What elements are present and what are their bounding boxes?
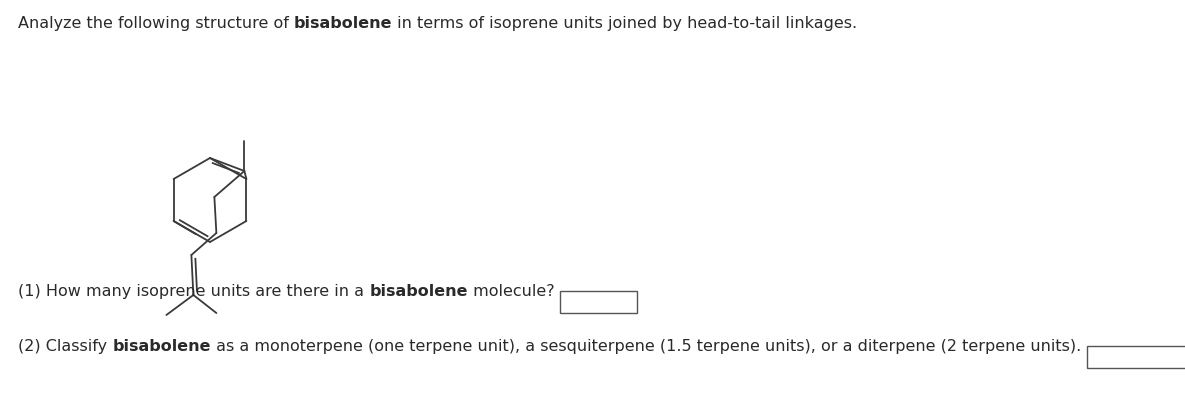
Text: molecule?: molecule? (468, 284, 555, 298)
Text: as a monoterpene (one terpene unit), a sesquiterpene (1.5 terpene units), or a d: as a monoterpene (one terpene unit), a s… (211, 338, 1081, 353)
Text: in terms of isoprene units joined by head-to-tail linkages.: in terms of isoprene units joined by hea… (392, 16, 858, 31)
Text: ❯: ❯ (1171, 353, 1181, 361)
Text: (2) Classify: (2) Classify (18, 338, 113, 353)
Text: (1) How many isoprene units are there in a: (1) How many isoprene units are there in… (18, 284, 369, 298)
Text: bisabolene: bisabolene (113, 338, 211, 353)
Text: Analyze the following structure of: Analyze the following structure of (18, 16, 294, 31)
Text: bisabolene: bisabolene (369, 284, 468, 298)
Text: bisabolene: bisabolene (294, 16, 392, 31)
